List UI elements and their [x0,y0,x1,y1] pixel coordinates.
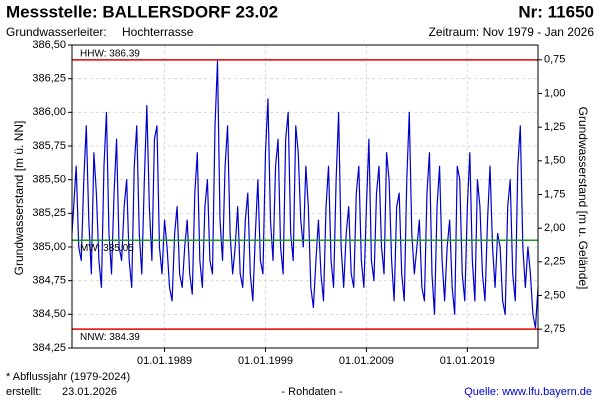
y2-tick-label: 1,50 [544,155,565,167]
x-tick-label: 01.01.1989 [137,355,192,367]
y-tick-label: 386,25 [32,73,66,85]
y2-tick-label: 2,25 [544,256,565,268]
x-tick-label: 01.01.1999 [238,355,293,367]
y2-axis-label: Grundwasserstand [m u. Gelände] [576,107,590,290]
created-date: 23.01.2026 [62,386,117,398]
reference-label: MW: 385.05 [80,243,134,254]
y2-tick-label: 1,25 [544,121,565,133]
y-tick-label: 384,50 [32,308,66,320]
y2-tick-label: 2,75 [544,323,565,335]
data-note: - Rohdaten - [281,386,342,398]
y2-tick-label: 0,75 [544,54,565,66]
y-tick-label: 385,75 [32,140,66,152]
created-label: erstellt: [6,386,41,398]
aquifer: Hochterrasse [122,25,194,39]
y2-tick-label: 2,50 [544,289,565,301]
chart-title: Messstelle: BALLERSDORF 23.02 [6,2,278,21]
aquifer-label: Grundwasserleiter: [6,25,107,39]
y2-tick-label: 1,00 [544,87,565,99]
y-tick-label: 386,50 [32,39,66,51]
source-link[interactable]: Quelle: www.lfu.bayern.de [464,386,592,398]
y-tick-label: 385,00 [32,241,66,253]
period: Zeitraum: Nov 1979 - Jan 2026 [429,25,595,39]
reference-label: HHW: 386.39 [80,48,140,59]
x-tick-label: 01.01.2009 [339,355,394,367]
y-tick-label: 384,25 [32,342,66,354]
plot-frame [71,44,539,349]
data-line [71,60,539,329]
y-tick-label: 385,25 [32,207,66,219]
y2-tick-label: 2,00 [544,222,565,234]
x-tick-label: 01.01.2019 [440,355,495,367]
y2-tick-label: 1,75 [544,188,565,200]
station-number: Nr: 11650 [518,2,594,21]
y-tick-label: 385,50 [32,174,66,186]
footnote: * Abflussjahr (1979-2024) [6,371,130,383]
reference-label: NNW: 384.39 [80,332,140,343]
y-tick-label: 386,00 [32,106,66,118]
y-tick-label: 384,75 [32,275,66,287]
y-axis-label: Grundwasserstand [m ü. NN] [12,121,26,276]
